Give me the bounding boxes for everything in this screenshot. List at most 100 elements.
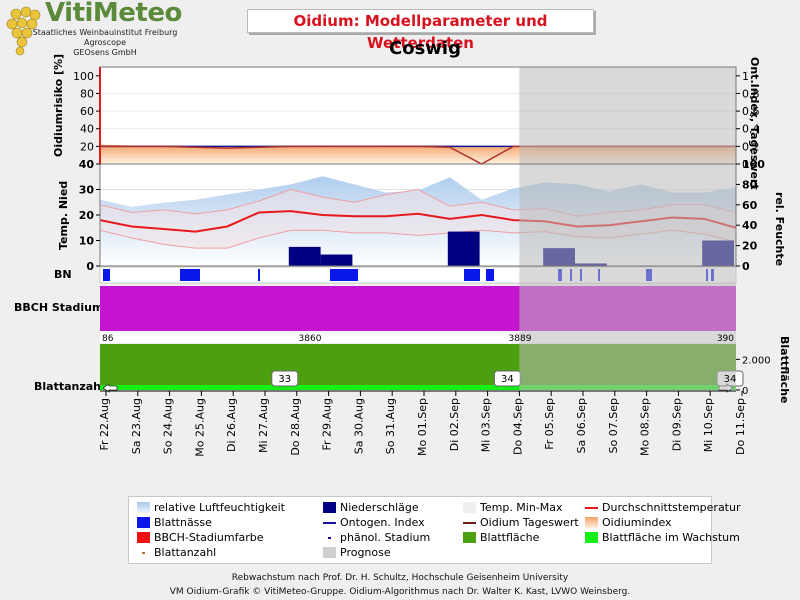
legend-swatch [463, 522, 476, 524]
blattnaesse-mark [464, 269, 480, 281]
legend-swatch [463, 532, 476, 543]
humidity-right-tick-label: 60 [742, 199, 758, 212]
legend-label: Niederschläge [340, 501, 419, 514]
blattnaesse-mark [103, 269, 110, 281]
axis-labels: 02040608010000,20,40,60,8101020304002040… [73, 70, 771, 457]
legend-swatch [463, 502, 476, 513]
risk-right-tick-label: 0,4 [742, 123, 760, 136]
legend-swatch [328, 537, 331, 539]
blattnaesse-mark [180, 269, 200, 281]
blattanzahl-box [271, 370, 299, 387]
humidity-right-tick-label: 20 [742, 240, 758, 253]
x-tick-label: Mi 03.Sep [480, 398, 493, 452]
legend-label: Temp. Min-Max [480, 501, 563, 514]
x-tick-label: Sa 30.Aug [352, 398, 365, 454]
legend-label: BBCH-Stadiumfarbe [154, 531, 264, 544]
x-tick-label: So 24.Aug [162, 398, 175, 454]
x-tick-label: Do 28.Aug [289, 398, 302, 456]
x-tick-label: Di 09.Sep [670, 398, 683, 451]
legend-swatch [137, 502, 150, 513]
legend-label: Durchschnittstemperatur [602, 501, 741, 514]
legend-label: Oidiumindex [602, 516, 672, 529]
footer-line-1: Rebwachstum nach Prof. Dr. H. Schultz, H… [231, 573, 569, 583]
risk-left-tick-label: 80 [80, 87, 94, 100]
risk-left-tick-label: 60 [80, 105, 94, 118]
legend-swatch [585, 507, 598, 509]
bbch-stage-label: 3860 [299, 334, 322, 344]
blattanzahl-value: 34 [501, 374, 514, 385]
legend-label: phänol. Stadium [340, 531, 431, 544]
legend-swatch [585, 517, 598, 528]
legend-swatch [585, 532, 598, 543]
niederschlag-bar [447, 231, 480, 266]
x-tick-label: Mo 25.Aug [193, 398, 206, 457]
temp-left-tick-label: 30 [79, 184, 95, 197]
legend-swatch [323, 547, 336, 558]
risk-right-tick-label: 0,2 [742, 140, 760, 153]
bbch-stage-label: 86 [102, 334, 114, 344]
blattflaeche-growth-strip [100, 385, 736, 390]
x-tick-label: Do 04.Sep [511, 398, 524, 455]
risk-right-tick-label: 0,6 [742, 105, 760, 118]
legend-label: Blattanzahl [154, 546, 217, 559]
legend-swatch [323, 522, 336, 524]
legend: relative Luftfeuchtigkeit Niederschläge Te… [128, 496, 741, 564]
humidity-right-tick-label: 80 [742, 178, 758, 191]
risk-right-tick-label: 0,8 [742, 87, 760, 100]
x-tick-label: So 07.Sep [607, 398, 620, 453]
x-tick-label: Fr 05.Sep [543, 398, 556, 450]
risk-left-tick-label: 100 [73, 70, 94, 83]
footer-line-2: VM Oidium-Grafik © VitiMeteo-Gruppe. Oid… [169, 587, 631, 597]
x-tick-label: Fr 22.Aug [98, 398, 111, 451]
x-tick-label: Mo 01.Sep [416, 398, 429, 456]
x-tick-label: Sa 23.Aug [130, 398, 143, 454]
logo-line-2: Agroscope [83, 38, 127, 47]
bbch-stage-label: 3889 [509, 334, 532, 344]
legend-label: Oidium Tageswert [480, 516, 579, 529]
bbch-stage-label: 390 [717, 334, 734, 344]
blattanzahl-label: Blattanzahl [34, 380, 105, 393]
blattnaesse-mark [330, 269, 358, 281]
blattnaesse-mark [486, 269, 494, 281]
logo-line-1: Staatliches Weinbauinstitut Freiburg [32, 28, 178, 37]
bn-label: BN [54, 268, 72, 281]
temp-left-tick-label: 0 [86, 260, 94, 273]
x-tick-label: Do 11.Sep [734, 398, 747, 455]
x-tick-label: So 31.Aug [384, 398, 397, 454]
x-tick-label: Di 02.Sep [448, 398, 461, 451]
chart-canvas: 02040608010000,20,40,60,8101020304002040… [73, 66, 771, 457]
temp-left-tick-label: 40 [79, 158, 95, 171]
blattanzahl-value: 33 [278, 374, 291, 385]
legend-swatch [137, 532, 150, 543]
x-tick-label: Di 26.Aug [225, 398, 238, 452]
niederschlag-bar [288, 246, 321, 266]
x-tick-label: Mi 27.Aug [257, 398, 270, 453]
forecast-overlay [519, 67, 736, 390]
legend-swatch [142, 552, 145, 554]
logo-line-3: GEOsens GmbH [73, 48, 137, 57]
legend-label: Ontogen. Index [340, 516, 425, 529]
legend-label: Blattfläche [480, 531, 540, 544]
chart-title: Oidium: Modellparameter und Wetterdaten [247, 9, 594, 52]
x-tick-label: Fr 29.Aug [321, 398, 334, 451]
legend-swatch [323, 502, 336, 513]
risk-right-tick-label: 1 [742, 70, 749, 83]
blattflaeche-tick-label: 2.000 [742, 355, 771, 366]
legend-label: Blattnässe [154, 516, 212, 529]
temp-left-tick-label: 10 [79, 235, 95, 248]
grape-logo-icon [6, 6, 41, 56]
risk-left-tick-label: 40 [80, 123, 94, 136]
logo-title: VitiMeteo [45, 0, 182, 28]
legend-label: Prognose [340, 546, 391, 559]
humidity-right-tick-label: 0 [742, 260, 750, 273]
location-title: Coswig [389, 38, 461, 59]
axes [96, 66, 743, 396]
blattanzahl-value: 34 [724, 374, 737, 385]
blattnaesse-mark [258, 269, 260, 281]
legend-swatch [137, 517, 150, 528]
temp-left-tick-label: 20 [79, 209, 95, 222]
risk-right-tick-label: 0 [742, 158, 749, 171]
humidity-right-tick-label: 100 [742, 158, 765, 171]
scroll-left-arrow-icon [102, 383, 118, 393]
niederschlag-bar [320, 254, 353, 266]
